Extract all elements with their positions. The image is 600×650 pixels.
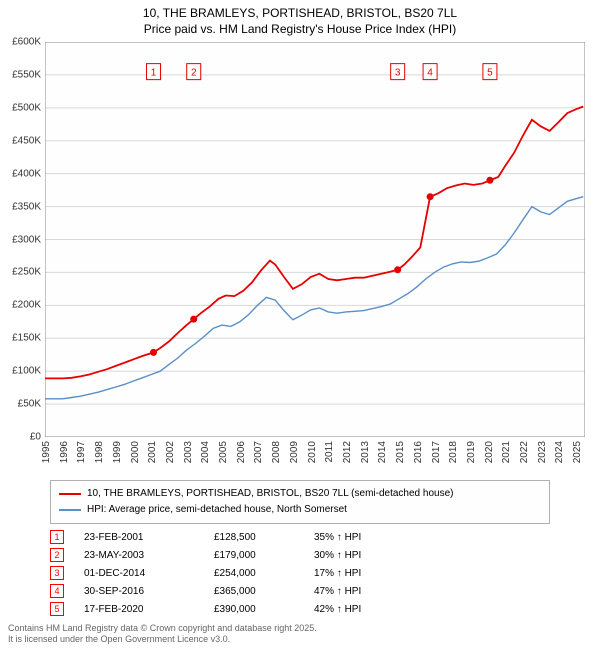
title-line-1: 10, THE BRAMLEYS, PORTISHEAD, BRISTOL, B… (0, 6, 600, 22)
x-tick-label: 2015 (395, 441, 406, 463)
svg-text:4: 4 (427, 68, 433, 79)
transaction-table: 1 23-FEB-2001£128,50035% ↑ HPI 2 23-MAY-200… (50, 528, 550, 618)
title-line-2: Price paid vs. HM Land Registry's House … (0, 22, 600, 38)
y-tick-label: £50K (18, 399, 41, 410)
y-tick-label: £150K (12, 333, 41, 344)
legend-swatch-property (59, 493, 81, 495)
transaction-hpi-diff: 35% ↑ HPI (314, 532, 434, 543)
x-tick-label: 2023 (537, 441, 548, 463)
y-tick-label: £100K (12, 366, 41, 377)
y-tick-label: £400K (12, 168, 41, 179)
y-tick-label: £500K (12, 102, 41, 113)
transaction-row: 5 17-FEB-2020£390,00042% ↑ HPI (50, 600, 550, 618)
transaction-price: £179,000 (214, 550, 314, 561)
x-tick-label: 2005 (218, 441, 229, 463)
transaction-marker-badge: 3 (50, 566, 64, 580)
x-tick-label: 2003 (183, 441, 194, 463)
x-tick-label: 2020 (484, 441, 495, 463)
transaction-marker-badge: 4 (50, 584, 64, 598)
transaction-price: £365,000 (214, 586, 314, 597)
y-tick-label: £0 (30, 432, 41, 443)
x-tick-label: 2006 (236, 441, 247, 463)
x-tick-label: 2013 (360, 441, 371, 463)
x-tick-label: 2019 (466, 441, 477, 463)
x-tick-label: 2025 (572, 441, 583, 463)
transaction-date: 23-MAY-2003 (84, 550, 214, 561)
x-tick-label: 2004 (200, 441, 211, 463)
legend-row-hpi: HPI: Average price, semi-detached house,… (59, 502, 541, 518)
y-tick-label: £350K (12, 201, 41, 212)
transaction-marker-badge: 1 (50, 530, 64, 544)
transaction-row: 1 23-FEB-2001£128,50035% ↑ HPI (50, 528, 550, 546)
svg-text:3: 3 (395, 68, 401, 79)
x-tick-label: 1995 (41, 441, 52, 463)
x-axis-labels: 1995199619971998199920002001200220032004… (45, 437, 585, 477)
x-tick-label: 2011 (324, 441, 335, 463)
chart-container: 10, THE BRAMLEYS, PORTISHEAD, BRISTOL, B… (0, 0, 600, 650)
x-tick-label: 2024 (554, 441, 565, 463)
transaction-date: 30-SEP-2016 (84, 586, 214, 597)
transaction-price: £254,000 (214, 568, 314, 579)
y-tick-label: £200K (12, 300, 41, 311)
x-tick-label: 2016 (413, 441, 424, 463)
x-tick-label: 2012 (342, 441, 353, 463)
transaction-date: 01-DEC-2014 (84, 568, 214, 579)
footer-attribution: Contains HM Land Registry data © Crown c… (8, 623, 317, 646)
transaction-hpi-diff: 47% ↑ HPI (314, 586, 434, 597)
transaction-date: 17-FEB-2020 (84, 604, 214, 615)
y-tick-label: £600K (12, 37, 41, 48)
x-tick-label: 2010 (307, 441, 318, 463)
y-tick-label: £300K (12, 234, 41, 245)
transaction-hpi-diff: 42% ↑ HPI (314, 604, 434, 615)
transaction-price: £390,000 (214, 604, 314, 615)
y-tick-label: £250K (12, 267, 41, 278)
chart-title-block: 10, THE BRAMLEYS, PORTISHEAD, BRISTOL, B… (0, 0, 600, 37)
transaction-row: 2 23-MAY-2003£179,00030% ↑ HPI (50, 546, 550, 564)
x-tick-label: 1998 (94, 441, 105, 463)
x-tick-label: 1997 (76, 441, 87, 463)
transaction-price: £128,500 (214, 532, 314, 543)
footer-line-2: It is licensed under the Open Government… (8, 634, 317, 646)
transaction-marker-badge: 2 (50, 548, 64, 562)
x-tick-label: 2009 (289, 441, 300, 463)
x-tick-label: 2007 (253, 441, 264, 463)
x-tick-label: 2022 (519, 441, 530, 463)
transaction-row: 3 01-DEC-2014£254,00017% ↑ HPI (50, 564, 550, 582)
legend-row-property: 10, THE BRAMLEYS, PORTISHEAD, BRISTOL, B… (59, 486, 541, 502)
y-axis-labels: £0£50K£100K£150K£200K£250K£300K£350K£400… (0, 42, 45, 437)
x-tick-label: 2000 (130, 441, 141, 463)
y-tick-label: £450K (12, 135, 41, 146)
transaction-hpi-diff: 30% ↑ HPI (314, 550, 434, 561)
x-tick-label: 2018 (448, 441, 459, 463)
footer-line-1: Contains HM Land Registry data © Crown c… (8, 623, 317, 635)
legend-label-hpi: HPI: Average price, semi-detached house,… (87, 502, 347, 518)
x-tick-label: 2002 (165, 441, 176, 463)
x-tick-label: 2001 (147, 441, 158, 463)
legend-label-property: 10, THE BRAMLEYS, PORTISHEAD, BRISTOL, B… (87, 486, 453, 502)
x-tick-label: 2008 (271, 441, 282, 463)
legend-swatch-hpi (59, 509, 81, 511)
transaction-date: 23-FEB-2001 (84, 532, 214, 543)
transaction-row: 4 30-SEP-2016£365,00047% ↑ HPI (50, 582, 550, 600)
svg-text:1: 1 (151, 68, 157, 79)
x-tick-label: 1996 (59, 441, 70, 463)
transaction-marker-badge: 5 (50, 602, 64, 616)
y-tick-label: £550K (12, 69, 41, 80)
chart-svg: 1 2 3 4 5 (45, 42, 585, 437)
transaction-hpi-diff: 17% ↑ HPI (314, 568, 434, 579)
x-tick-label: 2021 (501, 441, 512, 463)
legend-box: 10, THE BRAMLEYS, PORTISHEAD, BRISTOL, B… (50, 480, 550, 524)
x-tick-label: 2014 (377, 441, 388, 463)
chart-plot-area: 1 2 3 4 5 (45, 42, 585, 437)
svg-text:5: 5 (487, 68, 493, 79)
x-tick-label: 1999 (112, 441, 123, 463)
svg-text:2: 2 (191, 68, 197, 79)
x-tick-label: 2017 (431, 441, 442, 463)
